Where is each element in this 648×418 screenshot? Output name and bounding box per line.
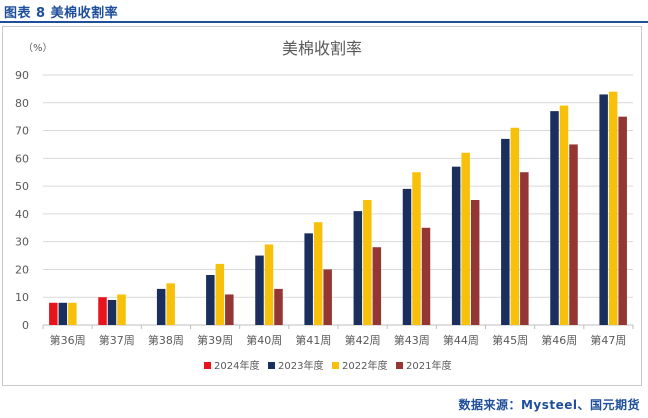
bar-2021年度 — [274, 288, 283, 325]
bar-2023年度 — [304, 233, 313, 325]
bar-2021年度 — [225, 294, 234, 325]
figure-caption: 图表 8 美棉收割率 — [4, 6, 119, 21]
bar-2021年度 — [569, 144, 578, 325]
bar-2023年度 — [156, 288, 166, 325]
y-tick-label: 40 — [15, 208, 29, 221]
bar-2022年度 — [117, 294, 126, 325]
bar-2022年度 — [608, 91, 618, 326]
chart-frame: 美棉收割率 （%） 0 10 20 30 40 50 60 70 80 90 第36周 第37周 第38周第… — [2, 26, 642, 386]
chart-title: 美棉收割率 — [282, 39, 362, 58]
x-tick-label: 第36周 — [50, 333, 86, 347]
x-tick-label: 第41周 — [295, 333, 331, 347]
legend-swatch-2023年度 — [268, 362, 275, 369]
bar-2023年度 — [58, 302, 68, 325]
bar-2022年度 — [313, 222, 323, 325]
bar-2024年度 — [49, 302, 58, 325]
x-tick-label: 第42周 — [345, 333, 381, 347]
bar-2021年度 — [323, 269, 332, 325]
y-tick-label: 90 — [15, 69, 29, 82]
bar-2021年度 — [618, 116, 627, 326]
bar-2021年度 — [372, 247, 382, 325]
legend-swatch-2024年度 — [204, 362, 211, 369]
bar-2022年度 — [68, 302, 77, 325]
bar-2022年度 — [461, 152, 470, 325]
legend-label: 2021年度 — [406, 359, 451, 372]
legend-label: 2022年度 — [342, 359, 387, 372]
x-tick-label: 第45周 — [492, 333, 528, 347]
bar-2023年度 — [402, 188, 412, 325]
y-unit-label: （%） — [23, 42, 53, 54]
bar-2022年度 — [215, 263, 225, 325]
bar-2023年度 — [107, 300, 117, 325]
bar-2022年度 — [363, 200, 372, 325]
y-tick-label: 70 — [15, 125, 29, 138]
bar-2023年度 — [353, 211, 363, 325]
y-tick-label: 50 — [15, 180, 29, 193]
bar-2022年度 — [412, 172, 421, 325]
bar-2023年度 — [206, 275, 215, 325]
legend-swatch-2022年度 — [332, 362, 339, 369]
bar-2023年度 — [501, 138, 510, 325]
bar-2022年度 — [510, 127, 520, 326]
y-tick-label: 10 — [15, 291, 29, 304]
y-tick-label: 60 — [15, 152, 29, 165]
bar-2023年度 — [599, 94, 608, 325]
bar-2023年度 — [255, 255, 264, 325]
bar-2022年度 — [264, 244, 274, 325]
x-tick-label: 第37周 — [99, 333, 135, 347]
source-note: 数据来源：Mysteel、国元期货 — [458, 398, 640, 412]
x-tick-label: 第43周 — [394, 333, 430, 347]
y-tick-label: 80 — [15, 97, 29, 110]
y-tick-label: 20 — [15, 263, 29, 276]
x-tick-label: 第47周 — [590, 333, 626, 347]
legend-swatch-2021年度 — [396, 362, 403, 369]
legend-label: 2024年度 — [214, 359, 259, 372]
bar-chart: 美棉收割率（%）0102030405060708090第36周 第37周 第38周第… — [15, 39, 634, 372]
x-tick-label: 第46周 — [541, 333, 577, 347]
x-tick-label: 第38周 — [148, 333, 184, 347]
legend-label: 2023年度 — [278, 359, 323, 372]
bar-2021年度 — [470, 200, 480, 325]
bar-2021年度 — [421, 227, 431, 325]
caption-rule — [0, 21, 648, 23]
y-tick-label: 30 — [15, 236, 29, 249]
bar-2023年度 — [550, 111, 559, 325]
bar-2021年度 — [520, 172, 529, 325]
x-tick-label: 第39周 — [197, 333, 233, 347]
bar-2022年度 — [559, 105, 569, 325]
y-tick-label: 0 — [22, 319, 29, 332]
x-tick-label: 第40周 — [246, 333, 282, 347]
bar-2022年度 — [166, 283, 175, 325]
x-tick-label: 第44周 — [443, 333, 479, 347]
bar-2024年度 — [98, 297, 107, 325]
bar-2023年度 — [451, 166, 461, 325]
